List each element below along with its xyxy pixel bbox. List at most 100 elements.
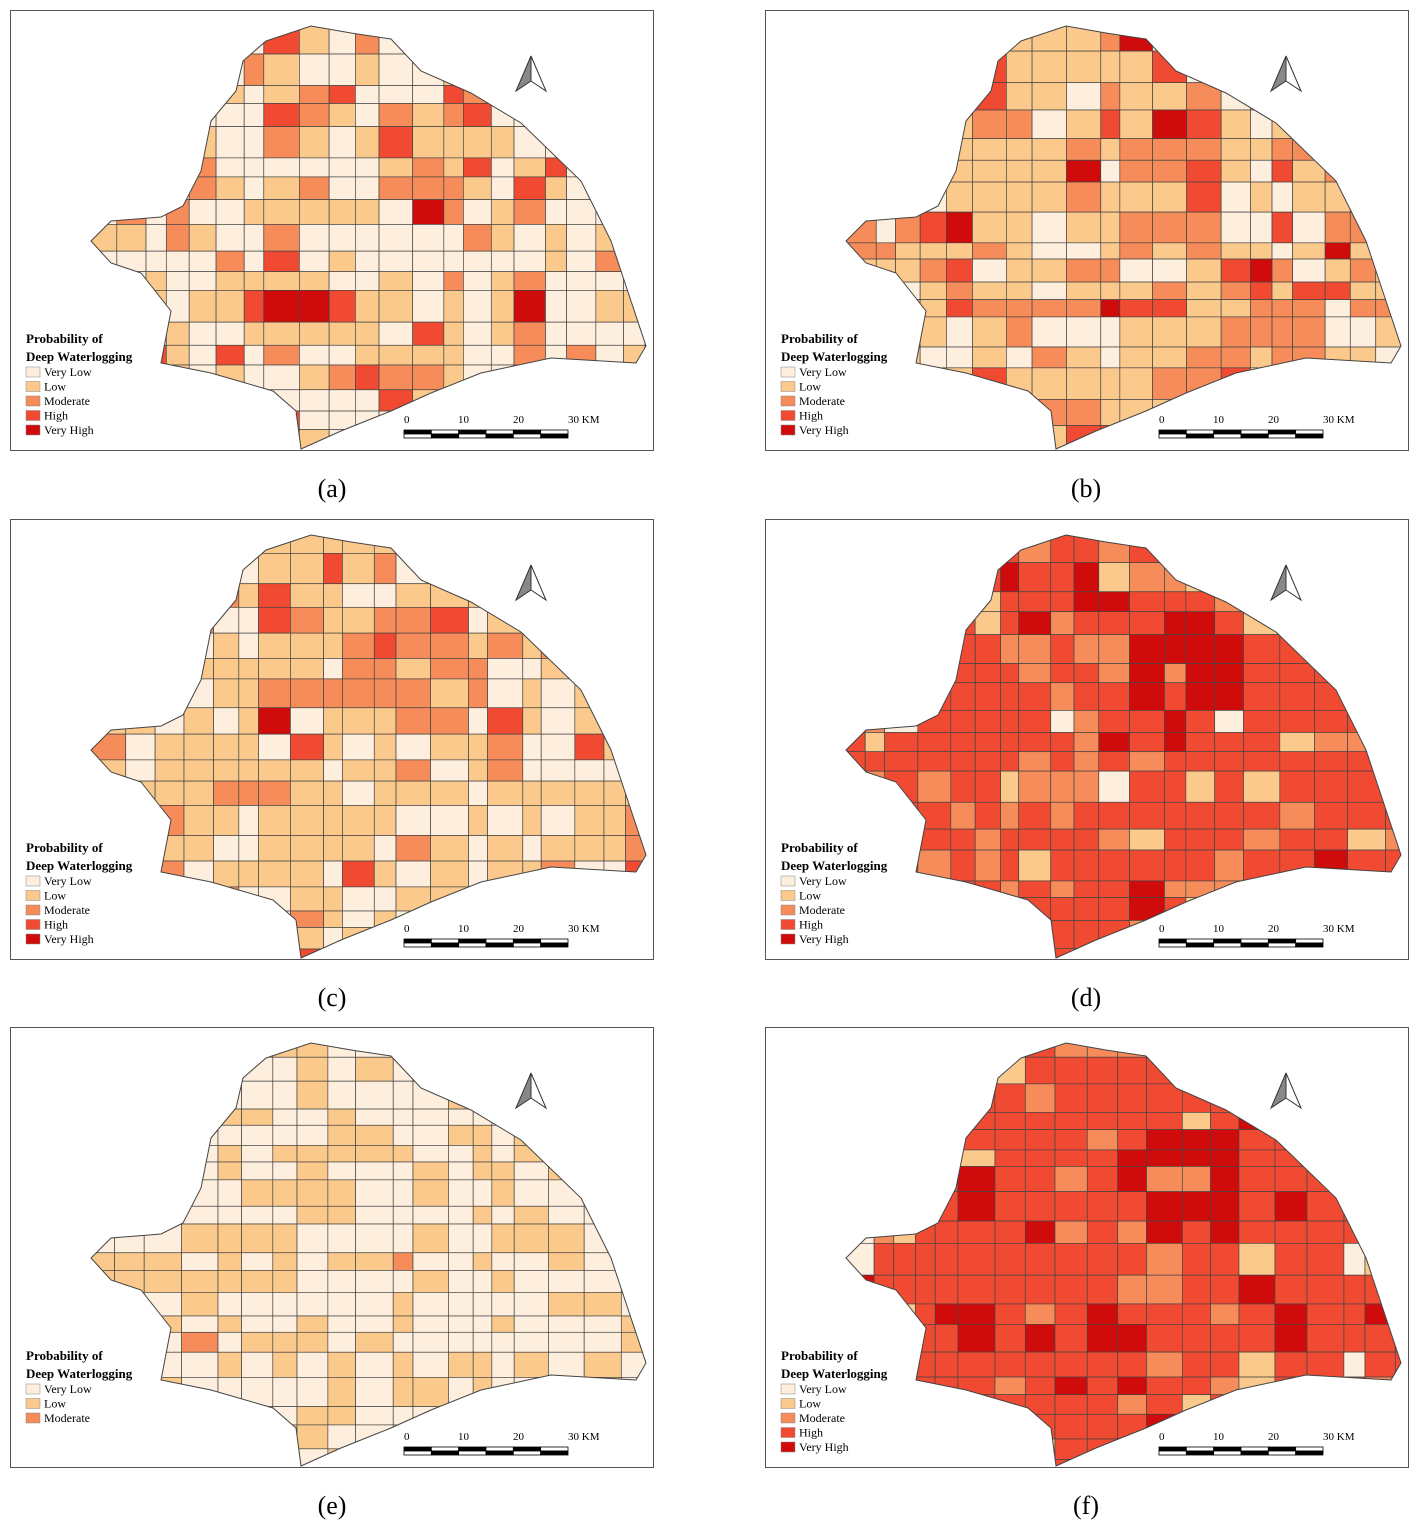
district [1347, 897, 1386, 921]
district [1098, 732, 1130, 753]
district [487, 658, 524, 680]
legend-label: Very Low [44, 1382, 92, 1396]
district [145, 53, 167, 86]
district [1054, 1376, 1088, 1396]
district [522, 780, 542, 806]
district [1394, 1112, 1401, 1130]
district [1185, 828, 1216, 851]
district [1006, 181, 1033, 213]
district [143, 1145, 183, 1163]
scale-segment [403, 429, 432, 435]
district [217, 1292, 242, 1317]
district [620, 1315, 646, 1333]
legend-label: Low [44, 889, 66, 903]
district [545, 389, 567, 412]
district [620, 1179, 646, 1207]
district [430, 535, 469, 554]
district [1343, 1376, 1366, 1396]
district [1018, 663, 1052, 684]
district [188, 199, 217, 225]
district [583, 1108, 622, 1126]
district [114, 1331, 145, 1353]
district [1100, 159, 1121, 183]
district [290, 886, 324, 912]
district [566, 103, 597, 127]
district [145, 157, 167, 178]
district [1243, 634, 1281, 664]
district [323, 948, 343, 958]
district [846, 1191, 875, 1222]
district [188, 344, 217, 366]
district [448, 1331, 474, 1353]
district [1117, 1413, 1147, 1440]
district [1347, 634, 1386, 664]
district [974, 880, 1002, 898]
scale-segment [403, 938, 432, 944]
district [1349, 367, 1377, 400]
district [603, 948, 626, 958]
district [1117, 1323, 1147, 1353]
district [1119, 181, 1153, 213]
district [917, 828, 952, 851]
district [463, 344, 492, 366]
district [1000, 611, 1020, 635]
district [1129, 663, 1165, 684]
district [213, 948, 240, 958]
district [895, 281, 921, 300]
district [296, 1179, 329, 1207]
district [1210, 1303, 1240, 1325]
north-arrow [1269, 1072, 1287, 1110]
district [1164, 663, 1187, 684]
district [430, 759, 469, 782]
district [165, 271, 190, 291]
district [145, 364, 167, 391]
district [448, 1080, 474, 1110]
district [1152, 299, 1187, 318]
district [1031, 211, 1067, 244]
district [392, 1043, 414, 1058]
district [1164, 751, 1187, 772]
district [846, 710, 866, 733]
district [603, 860, 626, 888]
district [355, 126, 380, 159]
district [378, 157, 414, 178]
district [1214, 591, 1244, 613]
district [1018, 770, 1052, 803]
district [463, 126, 492, 159]
district [1164, 611, 1187, 635]
district [875, 50, 896, 84]
scale-segment [1185, 1446, 1215, 1452]
district [1031, 281, 1067, 300]
district [299, 85, 330, 104]
district [91, 1270, 116, 1293]
district [263, 344, 300, 366]
district [950, 801, 976, 830]
scale-segment [1158, 429, 1187, 435]
scale-segment [1295, 433, 1324, 439]
district [1292, 316, 1326, 348]
district [864, 682, 886, 711]
district [623, 290, 646, 323]
district [1181, 1459, 1211, 1466]
district [1314, 828, 1348, 851]
district [143, 1448, 183, 1466]
district [430, 948, 469, 958]
district [1375, 399, 1401, 426]
district [327, 1145, 357, 1163]
district [644, 53, 646, 86]
district [625, 910, 646, 928]
district [1292, 50, 1326, 84]
district [395, 583, 431, 608]
district [994, 1323, 1026, 1353]
district [323, 910, 343, 928]
district [545, 26, 567, 55]
district [1279, 611, 1315, 635]
district [1343, 1459, 1366, 1466]
district [1050, 947, 1075, 958]
district [215, 410, 245, 430]
district [243, 53, 265, 86]
district [1349, 159, 1377, 183]
district [448, 1161, 474, 1181]
district [491, 1205, 515, 1225]
district [263, 85, 300, 104]
